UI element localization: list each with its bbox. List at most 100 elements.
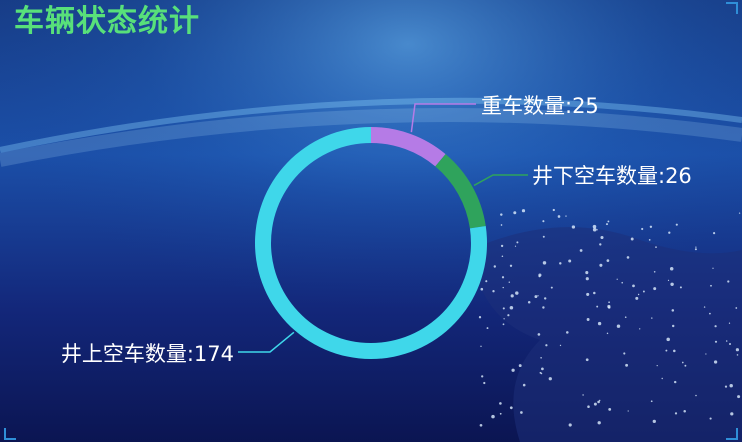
slice-leader-line xyxy=(238,331,295,353)
city-light xyxy=(671,309,675,312)
city-light xyxy=(623,352,626,355)
slice-leader-line xyxy=(473,174,528,187)
slice-leader-line xyxy=(410,103,476,133)
slice-label: 重车数量:25 xyxy=(481,94,599,118)
city-light xyxy=(695,246,697,248)
city-light xyxy=(666,337,670,342)
city-light xyxy=(710,284,712,287)
city-light xyxy=(616,324,621,328)
city-light xyxy=(541,367,544,371)
city-light xyxy=(607,220,610,223)
city-light xyxy=(651,317,653,319)
city-light xyxy=(509,305,514,310)
city-light xyxy=(674,380,677,384)
city-light xyxy=(621,281,623,284)
city-light xyxy=(597,321,602,326)
city-light xyxy=(509,406,513,410)
city-light xyxy=(684,364,687,367)
city-light xyxy=(608,407,612,411)
city-light xyxy=(661,377,663,380)
city-light xyxy=(596,305,599,308)
city-light xyxy=(605,223,609,226)
city-light xyxy=(543,297,547,300)
city-light xyxy=(537,333,541,336)
city-light xyxy=(486,327,489,330)
city-light xyxy=(597,421,601,425)
city-light xyxy=(735,348,740,352)
city-light xyxy=(493,265,496,268)
slice-label: 井上空车数量:174 xyxy=(61,342,234,366)
city-light xyxy=(545,344,548,347)
city-light xyxy=(738,212,741,214)
city-light xyxy=(518,364,522,368)
city-light xyxy=(501,276,505,279)
city-light xyxy=(648,239,651,241)
city-light xyxy=(534,295,538,299)
city-light xyxy=(600,235,604,240)
city-light xyxy=(540,357,542,359)
city-light xyxy=(641,227,644,231)
city-light xyxy=(568,259,572,263)
city-light xyxy=(727,280,730,283)
city-light xyxy=(586,318,590,321)
city-light xyxy=(483,381,486,385)
donut-slice[interactable] xyxy=(435,154,486,229)
city-light xyxy=(582,394,584,396)
city-light xyxy=(599,243,602,246)
frame-corner-bottom-right xyxy=(726,428,738,440)
city-light xyxy=(625,363,629,367)
city-light xyxy=(674,412,678,415)
city-light xyxy=(565,215,567,217)
city-light xyxy=(480,287,484,291)
city-light xyxy=(669,266,674,271)
city-light xyxy=(513,211,517,215)
city-light xyxy=(508,281,511,283)
city-light xyxy=(667,279,670,282)
city-light xyxy=(730,412,734,416)
city-light xyxy=(606,332,609,335)
city-light xyxy=(538,275,541,278)
frame-corner-top-right xyxy=(726,2,738,14)
city-light xyxy=(586,292,590,296)
city-light xyxy=(515,291,519,295)
city-light xyxy=(709,417,712,420)
city-light xyxy=(729,343,731,345)
city-light xyxy=(537,295,539,297)
city-light xyxy=(552,208,555,212)
city-light xyxy=(522,383,526,387)
donut-slice[interactable] xyxy=(371,127,446,167)
city-light xyxy=(542,261,547,265)
city-light xyxy=(585,358,589,362)
city-light xyxy=(705,353,707,355)
city-light xyxy=(652,419,656,424)
city-light xyxy=(656,364,658,367)
city-light xyxy=(557,215,561,218)
city-light xyxy=(653,271,656,273)
city-light xyxy=(725,340,728,342)
city-light xyxy=(568,423,572,427)
city-light xyxy=(597,400,600,404)
city-light xyxy=(521,209,526,213)
city-light xyxy=(509,264,513,267)
city-light xyxy=(499,412,502,415)
city-light xyxy=(593,402,597,406)
slice-label: 井下空车数量:26 xyxy=(532,164,692,188)
city-light xyxy=(724,385,728,388)
city-light xyxy=(587,405,590,408)
city-light xyxy=(585,277,589,281)
city-light xyxy=(681,361,684,364)
city-light xyxy=(514,245,517,247)
city-light xyxy=(624,316,627,319)
city-light xyxy=(598,399,601,402)
city-light xyxy=(637,293,640,296)
city-light xyxy=(599,263,603,267)
city-light xyxy=(694,248,697,251)
city-light xyxy=(736,354,739,356)
city-light xyxy=(703,306,706,308)
city-light xyxy=(559,344,562,347)
city-light xyxy=(492,290,495,293)
city-light xyxy=(650,400,653,403)
city-light xyxy=(608,301,610,304)
city-light xyxy=(639,328,641,330)
